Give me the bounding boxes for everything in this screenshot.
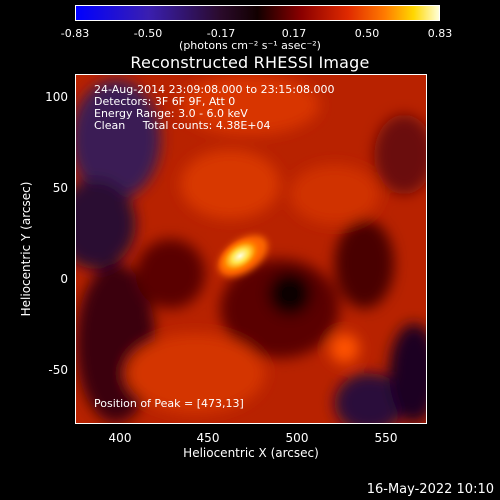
x-tick-label: 400 — [108, 431, 132, 445]
x-tick-label: 500 — [285, 431, 309, 445]
image-plot-area: 24-Aug-2014 23:09:08.000 to 23:15:08.000… — [75, 74, 427, 424]
colorbar-tick-label: 0.83 — [427, 27, 453, 40]
y-tick-label: 100 — [45, 90, 68, 104]
clean-counts-text: Clean Total counts: 4.38E+04 — [94, 119, 271, 132]
y-tick-label: 0 — [60, 272, 68, 286]
colorbar-tick-label: -0.83 — [60, 27, 90, 40]
colorbar — [75, 5, 440, 21]
colorbar-tick-label: -0.50 — [133, 27, 163, 40]
y-tick-label: 50 — [52, 181, 68, 195]
colorbar-tick-label: 0.50 — [354, 27, 380, 40]
flux-heatmap — [76, 75, 426, 423]
x-tick-label: 450 — [196, 431, 220, 445]
y-axis-label: Heliocentric Y (arcsec) — [19, 181, 33, 317]
colorbar-tick-label: -0.17 — [206, 27, 236, 40]
energy-range-text: Energy Range: 3.0 - 6.0 keV — [94, 107, 248, 120]
detectors-text: Detectors: 3F 6F 9F, Att 0 — [94, 95, 236, 108]
colorbar-units: (photons cm⁻² s⁻¹ asec⁻²) — [179, 39, 321, 52]
plot-title: Reconstructed RHESSI Image — [130, 53, 370, 72]
colorbar-tick-label: 0.17 — [281, 27, 307, 40]
x-axis-label: Heliocentric X (arcsec) — [183, 446, 319, 460]
y-tick-label: -50 — [48, 363, 68, 377]
time-range-text: 24-Aug-2014 23:09:08.000 to 23:15:08.000 — [94, 83, 335, 96]
peak-position-text: Position of Peak = [473,13] — [94, 397, 244, 410]
x-tick-label: 550 — [374, 431, 398, 445]
timestamp: 16-May-2022 10:10 — [366, 482, 494, 497]
